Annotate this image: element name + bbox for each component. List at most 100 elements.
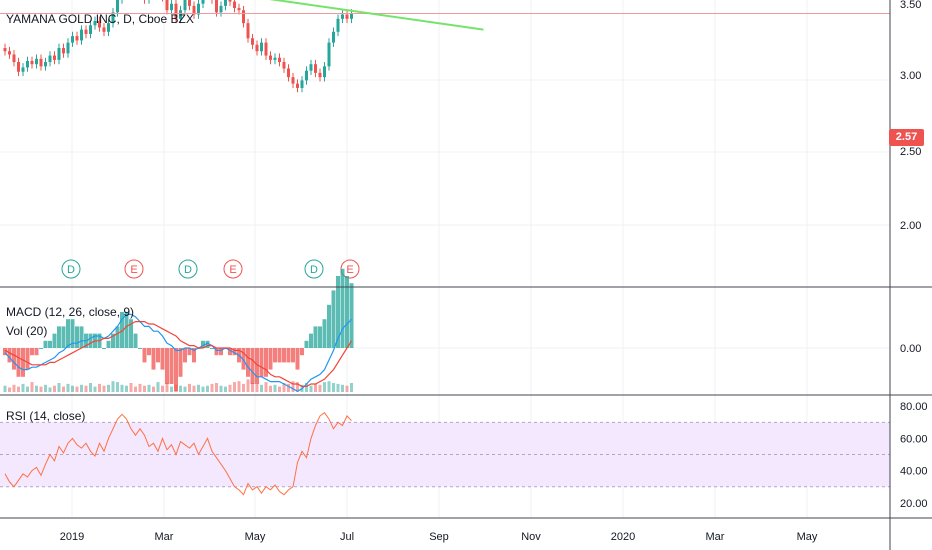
volume-bar: [8, 387, 11, 392]
candle: [287, 64, 290, 82]
candle-body: [246, 23, 250, 39]
candle-body: [165, 0, 169, 11]
volume-bar: [233, 382, 236, 392]
volume-bar: [260, 384, 263, 392]
candle-body: [8, 51, 11, 55]
volume-bar: [71, 385, 74, 392]
price-axis[interactable]: 3.50 3.00 2.50 2.00: [900, 0, 921, 232]
candle-body: [287, 68, 290, 78]
candle: [215, 0, 218, 17]
macd-hist-bar: [322, 319, 327, 348]
volume-bar: [89, 383, 92, 392]
volume-bar: [278, 386, 281, 392]
candle: [291, 72, 295, 88]
volume-bar: [30, 382, 34, 392]
macd-hist-bar: [43, 340, 48, 348]
volume-bar: [224, 386, 227, 392]
candle: [93, 16, 97, 30]
earnings-marker[interactable]: E: [223, 259, 243, 279]
candle-body: [318, 72, 322, 78]
volume-bar: [201, 386, 205, 392]
candle: [224, 0, 227, 11]
macd-hist-bar: [340, 268, 345, 348]
volume-bar: [210, 383, 214, 392]
macd-hist-bar: [349, 283, 354, 348]
candle: [102, 23, 106, 37]
macd-hist-bar: [79, 326, 84, 348]
earnings-marker[interactable]: E: [124, 259, 144, 279]
volume-bar: [183, 386, 187, 392]
candle-body: [341, 14, 344, 19]
volume-bar: [255, 383, 259, 392]
candle: [84, 25, 88, 39]
candle: [39, 54, 43, 71]
macd-hist-bar: [327, 304, 331, 348]
macd-hist-bar: [34, 348, 39, 356]
rsi-band-lines: [0, 421, 890, 488]
event-circle: [304, 259, 324, 279]
candle: [327, 38, 331, 71]
volume-bar: [98, 383, 101, 392]
candle: [107, 18, 110, 37]
macd-hist-bar: [75, 326, 79, 348]
macd-hist-bar: [66, 319, 70, 348]
macd-hist-bar: [102, 348, 106, 349]
volume-bar: [332, 383, 335, 392]
macd-axis[interactable]: 0.00: [900, 343, 921, 355]
macd-hist-bar: [3, 348, 7, 356]
macd-hist-bar: [201, 340, 205, 348]
trendline[interactable]: [0, 0, 484, 31]
candle-body: [71, 36, 74, 43]
time-tick: Mar: [155, 531, 174, 543]
dividend-marker[interactable]: D: [304, 259, 324, 279]
time-axis[interactable]: 2019 Mar May Jul Sep Nov 2020 Mar May: [60, 531, 818, 543]
volume-bar: [21, 383, 25, 392]
macd-hist-bar: [313, 326, 318, 348]
macd-hist-bar: [300, 348, 304, 356]
candle-body: [26, 60, 29, 68]
dividend-marker[interactable]: D: [61, 259, 81, 279]
price-tick: 2.50: [900, 146, 921, 158]
candle: [300, 76, 304, 93]
time-tick: 2020: [611, 531, 635, 543]
chart-title: YAMANA GOLD INC, D, Cboe BZX: [6, 12, 194, 26]
volume-bar: [134, 386, 137, 392]
candle: [341, 10, 344, 24]
macd-hist-bar: [169, 348, 174, 384]
macd-hist-bar: [187, 348, 192, 356]
candle: [305, 66, 308, 85]
volume-bar: [219, 385, 223, 392]
candle: [260, 38, 263, 56]
candle-body: [174, 3, 178, 19]
candle-body: [183, 0, 187, 11]
rsi-tick: 40.00: [900, 466, 928, 478]
time-tick: Jul: [340, 531, 354, 543]
macd-hist-bar: [273, 348, 277, 363]
macd-hist-bar: [210, 348, 214, 349]
candle: [264, 38, 268, 60]
event-label: E: [130, 264, 137, 276]
volume-bar: [296, 382, 299, 392]
volume-bar: [309, 385, 313, 392]
candle: [144, 0, 145, 4]
candle: [211, 0, 213, 4]
volume-bar: [161, 385, 164, 392]
candle: [8, 46, 11, 59]
dividend-marker[interactable]: D: [178, 259, 198, 279]
candle: [228, 0, 232, 6]
volume-bar: [152, 386, 155, 392]
macd-hist-bar: [277, 348, 282, 363]
rsi-series: [4, 412, 352, 496]
volume-bar: [147, 384, 151, 392]
macd-lines: [4, 313, 353, 392]
candle-body: [188, 0, 191, 6]
volume-bar: [318, 384, 322, 392]
volume-bars: [3, 379, 353, 392]
volume-bar: [125, 385, 128, 392]
candle: [111, 8, 115, 28]
volume-bar: [246, 379, 250, 392]
rsi-axis[interactable]: 80.00 60.00 40.00 20.00: [900, 401, 928, 510]
